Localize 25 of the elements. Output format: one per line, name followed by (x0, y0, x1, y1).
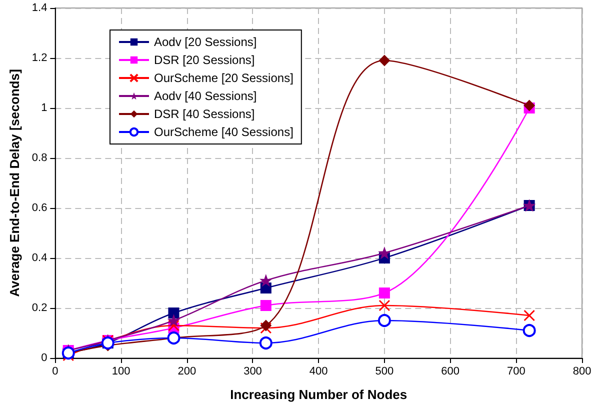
x-axis-title: Increasing Number of Nodes (230, 387, 408, 402)
x-tick-label: 500 (375, 366, 394, 378)
y-axis-title: Average End-to-End Delay [seconds] (7, 69, 22, 297)
legend-label: Aodv [40 Sessions] (154, 89, 257, 103)
x-tick-label: 0 (52, 366, 58, 378)
y-tick-label: 1 (41, 102, 48, 114)
y-tick-label: 0.4 (32, 252, 48, 264)
legend-label: OurScheme [40 Sessions] (154, 125, 294, 139)
legend-label: DSR [40 Sessions] (154, 107, 255, 121)
x-tick-label: 400 (309, 366, 328, 378)
x-tick-label: 700 (506, 366, 526, 378)
y-tick-label: 0.8 (32, 152, 48, 164)
legend-label: Aodv [20 Sessions] (154, 35, 257, 49)
y-tick-label: 0.6 (32, 202, 48, 214)
y-tick-label: 0 (41, 352, 48, 364)
y-tick-label: 1.2 (32, 52, 48, 64)
legend-label: OurScheme [20 Sessions] (154, 71, 294, 85)
x-tick-label: 200 (178, 366, 196, 378)
legend-label: DSR [20 Sessions] (154, 53, 255, 67)
x-tick-label: 600 (441, 366, 460, 378)
y-tick-label: 1.4 (32, 2, 48, 14)
x-tick-label: 300 (244, 366, 262, 378)
x-tick-label: 800 (572, 366, 592, 378)
y-tick-label: 0.2 (32, 302, 48, 314)
x-tick-label: 100 (112, 366, 130, 378)
